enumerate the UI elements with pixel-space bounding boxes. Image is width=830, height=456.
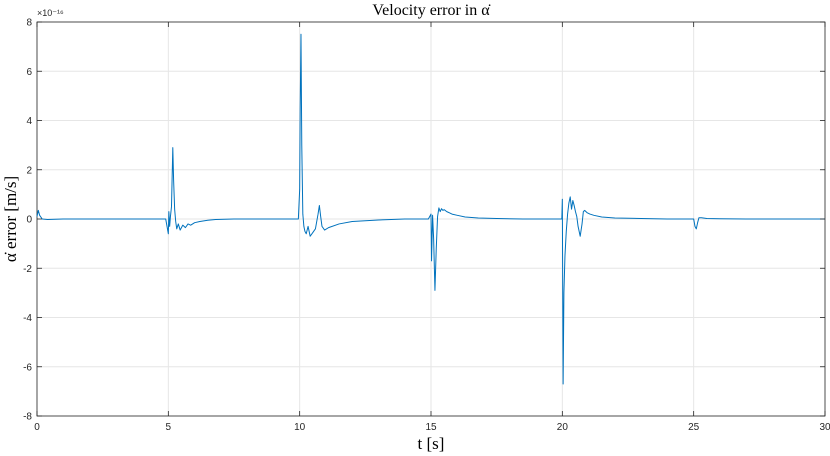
x-axis-label: t [s] xyxy=(418,434,445,453)
y-tick-label: 2 xyxy=(26,165,32,176)
x-tick-label: 20 xyxy=(557,422,569,433)
x-tick-label: 5 xyxy=(166,422,172,433)
x-axis-ticks: 0 5 10 15 20 25 30 xyxy=(34,22,830,433)
y-axis-ticks: -8 -6 -4 -2 0 2 4 6 8 xyxy=(23,18,825,423)
x-tick-label: 0 xyxy=(34,422,40,433)
y-tick-label: -6 xyxy=(23,362,32,373)
y-tick-label: 6 xyxy=(26,67,32,78)
y-axis-label: α̇ error [m/s] xyxy=(1,176,20,262)
y-tick-label: -8 xyxy=(23,412,32,423)
x-tick-label: 15 xyxy=(425,422,437,433)
chart-title: Velocity error in α̇ xyxy=(372,2,490,19)
series-line xyxy=(36,33,825,385)
y-tick-label: -4 xyxy=(23,313,32,324)
y-tick-label: 4 xyxy=(26,116,32,127)
x-tick-label: 25 xyxy=(688,422,700,433)
y-tick-label: 8 xyxy=(26,18,32,29)
x-tick-label: 30 xyxy=(819,422,830,433)
y-exponent-label: ×10⁻¹⁶ xyxy=(37,8,64,18)
y-tick-label: -2 xyxy=(23,264,32,275)
y-tick-label: 0 xyxy=(26,215,32,226)
x-tick-label: 10 xyxy=(294,422,306,433)
